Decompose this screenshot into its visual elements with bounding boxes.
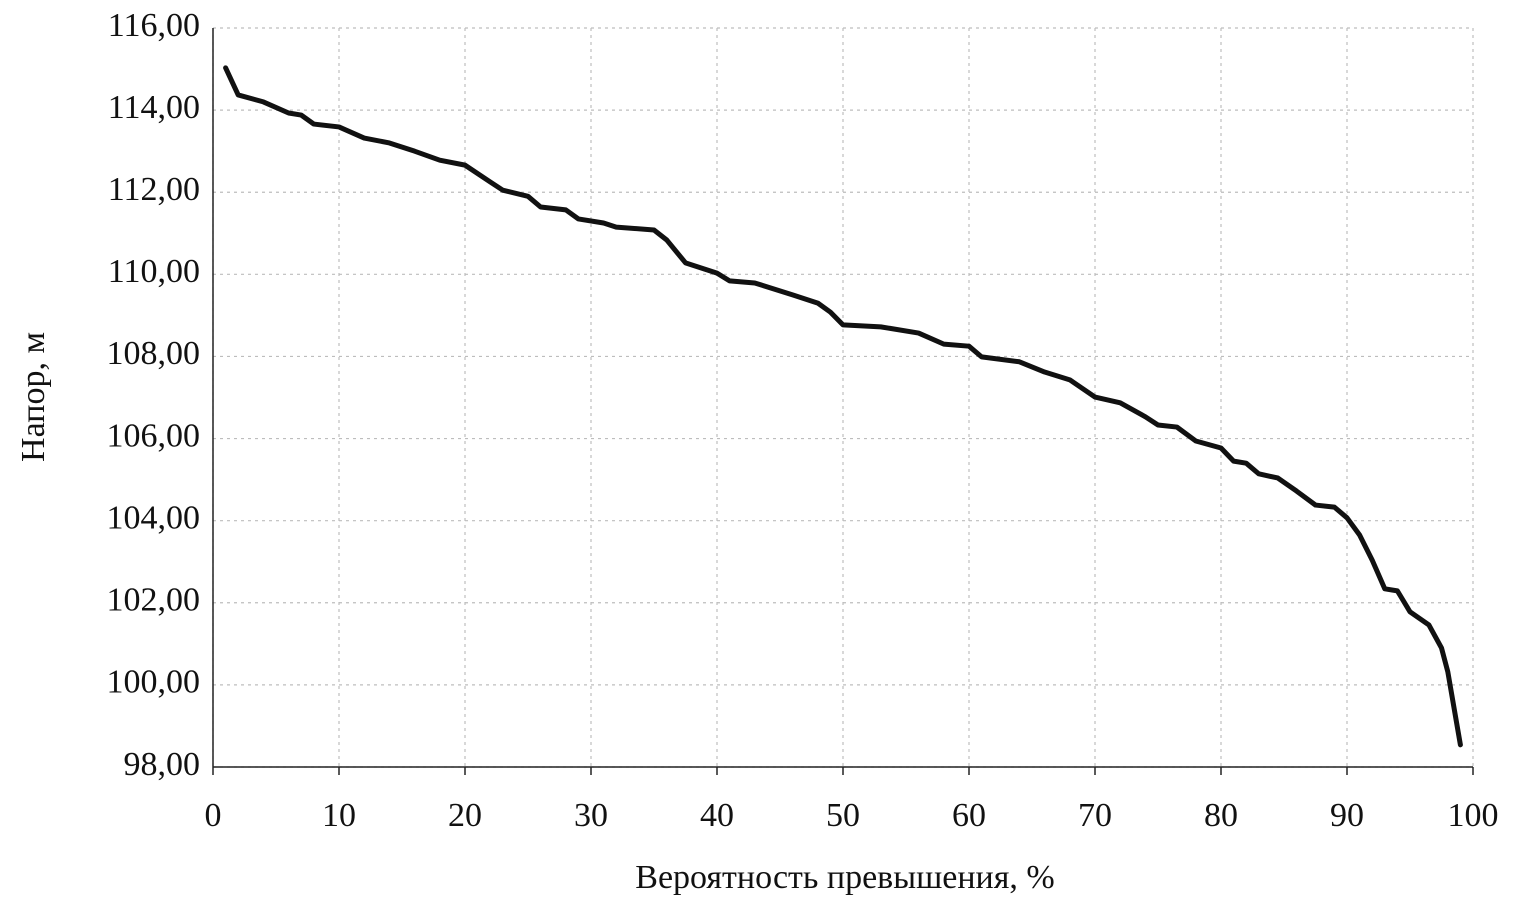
x-tick-label: 0 <box>205 797 222 834</box>
x-tick-label: 80 <box>1204 797 1238 834</box>
y-tick-label: 108,00 <box>107 335 201 372</box>
y-tick-label: 116,00 <box>108 7 200 44</box>
x-tick-label: 40 <box>700 797 734 834</box>
x-tick-label: 30 <box>574 797 608 834</box>
x-tick-label: 20 <box>448 797 482 834</box>
x-tick-label: 60 <box>952 797 986 834</box>
y-axis-label: Напор, м <box>15 332 52 462</box>
x-tick-label: 100 <box>1448 797 1499 834</box>
y-tick-label: 98,00 <box>124 746 201 783</box>
x-tick-label: 10 <box>322 797 356 834</box>
x-axis-label: Вероятность превышения, % <box>635 859 1054 896</box>
x-tick-label: 70 <box>1078 797 1112 834</box>
y-tick-label: 100,00 <box>107 664 201 701</box>
y-tick-label: 112,00 <box>108 171 200 208</box>
series-line <box>223 65 1463 748</box>
y-tick-label: 114,00 <box>108 89 200 126</box>
y-tick-label: 102,00 <box>107 582 201 619</box>
y-tick-label: 106,00 <box>107 417 201 454</box>
y-tick-label: 104,00 <box>107 499 201 536</box>
x-tick-label: 50 <box>826 797 860 834</box>
x-tick-label: 90 <box>1330 797 1364 834</box>
y-tick-label: 110,00 <box>108 253 200 290</box>
